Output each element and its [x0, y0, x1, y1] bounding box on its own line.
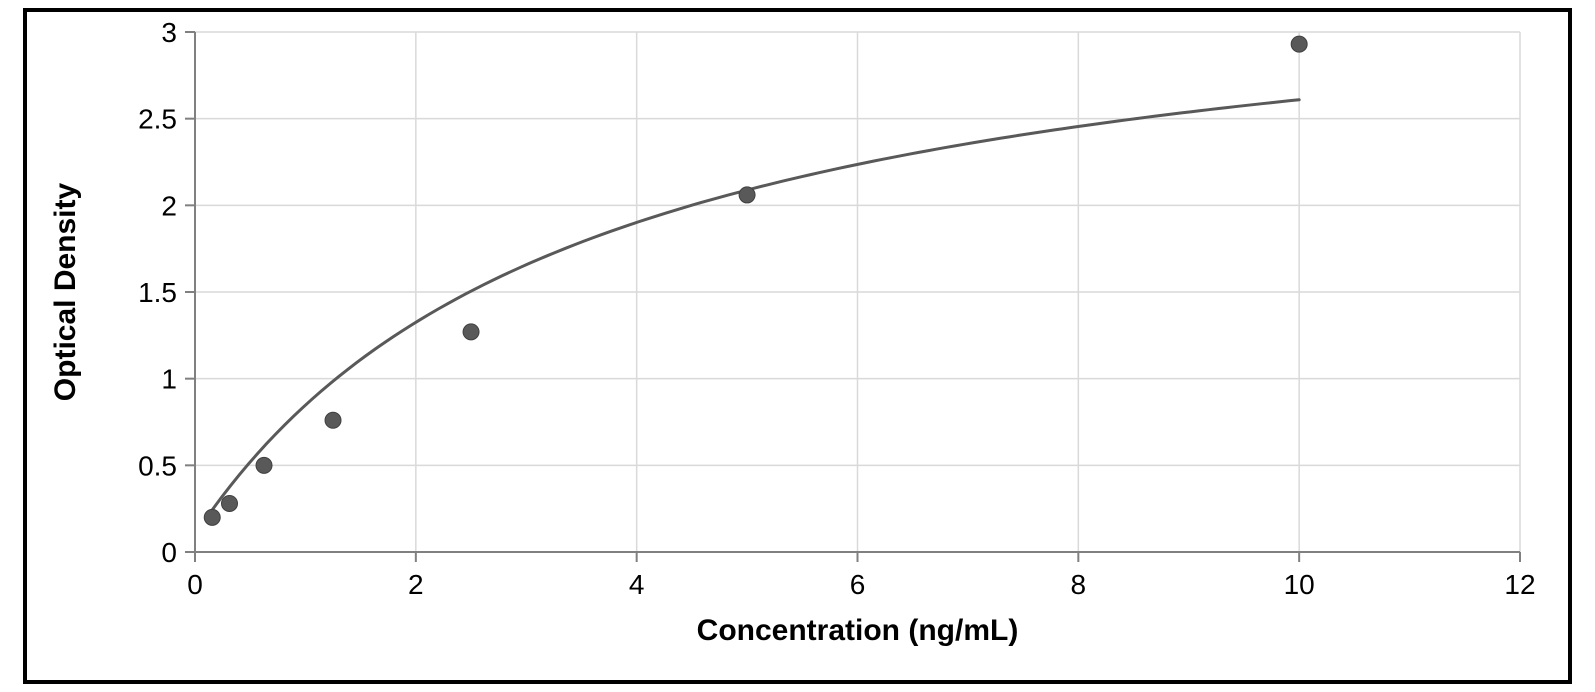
data-point: [739, 187, 755, 203]
data-point: [463, 324, 479, 340]
y-axis-label: Optical Density: [49, 182, 82, 401]
x-tick-label: 4: [629, 569, 645, 600]
y-tick-label: 1: [161, 364, 177, 395]
chart-svg: 0 2 4 6 8 10 12 0 0.5 1 1.5 2 2.5 3 Concentration (ng/…: [0, 0, 1595, 692]
data-point: [256, 457, 272, 473]
data-point: [204, 509, 220, 525]
x-tick-label: 6: [850, 569, 866, 600]
data-point: [222, 495, 238, 511]
x-tick-label: 12: [1504, 569, 1535, 600]
x-tick-label: 10: [1284, 569, 1315, 600]
x-axis-label: Concentration (ng/mL): [697, 614, 1019, 647]
chart-container: 0 2 4 6 8 10 12 0 0.5 1 1.5 2 2.5 3 Concentration (ng/…: [0, 0, 1595, 692]
x-tick-label: 8: [1071, 569, 1087, 600]
data-point: [325, 412, 341, 428]
data-point: [1291, 36, 1307, 52]
y-tick-label: 2.5: [138, 104, 177, 135]
y-tick-label: 1.5: [138, 277, 177, 308]
y-tick-label: 0: [161, 537, 177, 568]
x-tick-label: 2: [408, 569, 424, 600]
y-tick-label: 2: [161, 190, 177, 221]
y-tick-label: 0.5: [138, 450, 177, 481]
x-tick-label: 0: [187, 569, 203, 600]
y-tick-label: 3: [161, 17, 177, 48]
